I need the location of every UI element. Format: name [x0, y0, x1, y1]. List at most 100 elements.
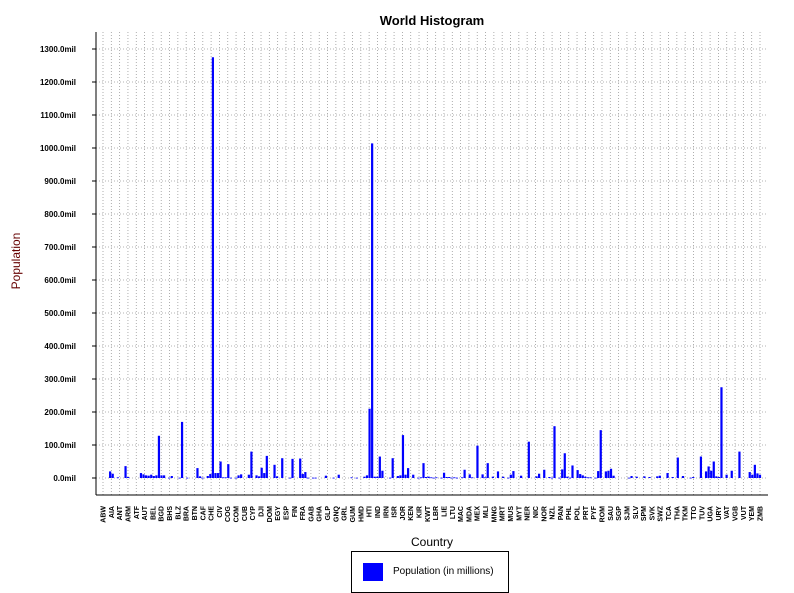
bar [594, 477, 597, 479]
grid-layer [96, 32, 768, 495]
x-tick-label: TKM [683, 506, 690, 521]
bar [160, 475, 163, 478]
x-tick-label: MRT [500, 505, 507, 521]
bar [445, 477, 448, 478]
x-tick-label: FRA [300, 506, 307, 520]
bar [396, 476, 399, 478]
x-tick-label: CAF [200, 505, 207, 520]
bar [124, 466, 127, 478]
bar [222, 477, 225, 479]
bar [656, 476, 659, 478]
x-tick-label: NIC [533, 506, 540, 518]
bar [201, 477, 204, 479]
y-tick-label: 100.0mil [44, 441, 76, 450]
x-tick-label: VUT [741, 505, 748, 520]
bar [404, 474, 407, 478]
y-tick-labels: 0.0mil 100.0mil 200.0mil 300.0mil 400.0mil 50… [40, 45, 76, 483]
x-tick-label: KIR [417, 506, 424, 518]
y-tick-label: 300.0mil [44, 375, 76, 384]
bar [579, 474, 582, 478]
bar [738, 451, 741, 478]
bar [707, 466, 710, 478]
bar [509, 474, 512, 478]
bar [281, 458, 284, 478]
bar [350, 477, 353, 479]
x-tick-label: MYT [516, 505, 523, 521]
bar [658, 475, 661, 478]
x-tick-label: LBR [433, 506, 440, 520]
bar [720, 387, 723, 478]
x-tick-label: ANT [117, 505, 124, 520]
x-tick-label: CHE [209, 506, 216, 521]
bar [576, 470, 579, 478]
x-tick-label: TCA [666, 506, 673, 520]
bar [389, 477, 392, 479]
bar [758, 474, 762, 478]
bar [756, 473, 759, 478]
x-tick-label: PRT [583, 505, 590, 520]
x-tick-label: PHL [566, 505, 573, 520]
x-tick-label: NER [525, 506, 532, 521]
x-tick-label: AUT [142, 505, 149, 520]
bar [537, 473, 541, 478]
bar [150, 474, 153, 478]
y-tick-label: 700.0mil [44, 243, 76, 252]
bar [373, 476, 376, 478]
bar [116, 477, 119, 479]
x-tick-label: GAB [308, 506, 315, 522]
bar [355, 477, 358, 479]
bar [448, 477, 451, 478]
bar [155, 475, 158, 478]
bar [563, 453, 566, 478]
y-tick-label: 600.0mil [44, 276, 76, 285]
bar [604, 471, 607, 478]
bar [127, 477, 130, 478]
bar [263, 473, 266, 478]
x-tick-label: NOR [541, 506, 548, 522]
bar [311, 477, 315, 479]
x-tick-label: IND [375, 506, 382, 518]
bar [427, 476, 430, 478]
x-tick-label: SPM [641, 506, 648, 521]
bar [399, 475, 402, 478]
bar [753, 464, 756, 478]
bar [496, 471, 500, 478]
bar [748, 472, 751, 478]
bar [306, 477, 310, 479]
bar [363, 476, 366, 478]
bar [468, 474, 471, 478]
bar [170, 476, 173, 478]
x-tick-label: TUV [699, 506, 706, 520]
bar [692, 477, 695, 478]
chart-title: World Histogram [380, 13, 485, 28]
bar [412, 474, 415, 478]
bar [214, 473, 217, 478]
bar [507, 477, 510, 479]
bar [481, 474, 484, 478]
bar [571, 465, 574, 478]
x-tick-label: COM [234, 506, 241, 523]
y-tick-label: 900.0mil [44, 177, 76, 186]
bar [209, 474, 212, 478]
x-tick-label: ESP [283, 506, 290, 520]
bar [550, 477, 554, 479]
bar [440, 477, 443, 479]
x-tick-label: SVK [649, 506, 656, 520]
x-tick-label: ATF [134, 505, 141, 519]
bar [422, 463, 425, 478]
bar [288, 477, 292, 479]
bar [144, 475, 148, 478]
bar [597, 471, 600, 478]
bar [314, 477, 317, 479]
bar [368, 408, 371, 478]
x-tick-label: GHA [317, 506, 324, 522]
bar [229, 477, 232, 479]
x-tick-label: LTU [450, 506, 457, 519]
x-tick-label: BTN [192, 506, 199, 520]
x-tick-label: MDA [466, 506, 473, 522]
bar [455, 477, 459, 479]
y-tick-label: 800.0mil [44, 210, 76, 219]
bar [211, 57, 214, 478]
x-tick-label: ZMB [758, 506, 765, 521]
